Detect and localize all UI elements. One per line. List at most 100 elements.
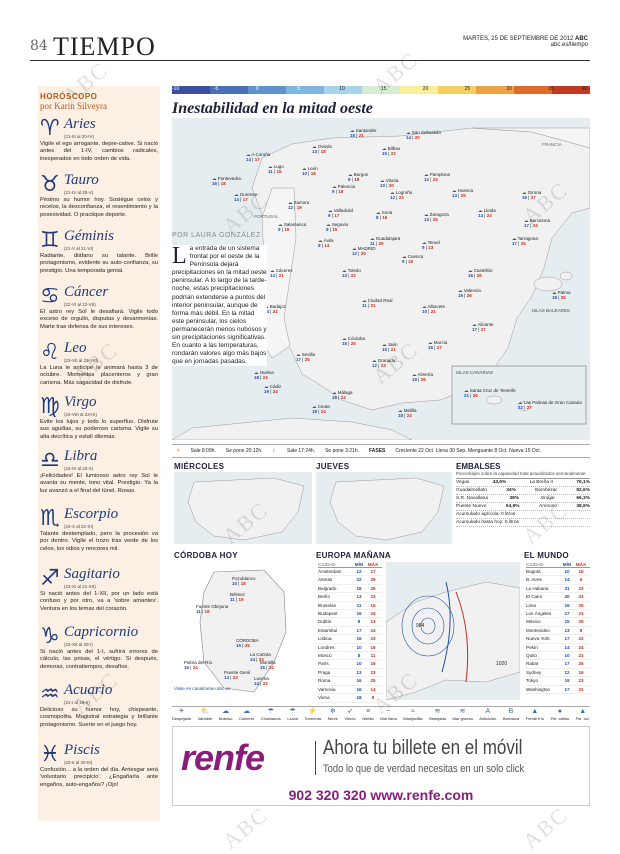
reservoir-pct: 66,3%: [576, 496, 590, 501]
weather-cloud-icon: ☁: [422, 304, 427, 309]
cordoba-town: Lucena 14 | 22: [254, 676, 269, 686]
wednesday-title: MIÉRCOLES: [174, 462, 225, 471]
row-max: 16: [578, 669, 584, 675]
site-link[interactable]: abc.es/tiempo: [550, 42, 588, 48]
city-min: 9: [332, 189, 335, 194]
zodiac-icon: ♎: [40, 448, 60, 473]
phases-label: FASES: [369, 448, 386, 454]
town-name: Bélmez: [230, 592, 246, 597]
reservoir-pct: 43,6%: [492, 480, 507, 485]
zodiac-icon: ♈: [40, 116, 60, 141]
row-min: 17: [564, 661, 570, 667]
reservoir-row: Vegas 43,6% La Breña II 76,1%: [456, 479, 590, 487]
row-max: 25: [578, 661, 584, 667]
row-city: Budapest: [318, 611, 338, 617]
city-min: 11: [268, 169, 273, 174]
legend-label: Chubascos: [260, 716, 281, 721]
table-row: Nueva York 17 22: [526, 635, 590, 644]
legend-icon: A: [485, 708, 491, 715]
city-forecast: ☁ Santa Cruz de Tenerife 21 | 26: [464, 388, 516, 398]
city-max: 21: [358, 133, 364, 138]
reservoirs-total-label: Acumulado agrícola: 0 litros: [456, 512, 516, 517]
legend-label: Mar llana: [380, 716, 397, 721]
city-min: 15: [522, 195, 528, 200]
weather-cloud-icon: ☁: [278, 222, 283, 227]
row-max: 20: [578, 602, 584, 608]
legend-item: ☁ Cubierto: [239, 708, 254, 724]
renfe-logo[interactable]: renfe: [181, 737, 265, 778]
cordoba-source[interactable]: Visite en canalmeteo.abc.es: [174, 686, 231, 691]
cordoba-town: Puente Genil 14 | 23: [224, 670, 251, 680]
horoscope-title: HORÓSCOPO: [40, 92, 98, 101]
legend-icon: ⚡: [308, 708, 318, 715]
legend-label: Anticiclón: [479, 716, 497, 721]
tenerife-land: [485, 395, 503, 405]
town-min: 11: [196, 609, 201, 614]
city-forecast: ☁ Badajoz14 | 22: [264, 304, 286, 314]
city-forecast: ☁ Ceuta 18 | 24: [312, 404, 330, 414]
table-row: Ámsterdam 12 17: [318, 568, 382, 577]
zodiac-icon: ♍: [40, 394, 60, 419]
reservoirs-total-sub-label: Acumulado hasta hoy: 0 litros: [456, 520, 519, 525]
table-row: Tokyo 19 23: [526, 677, 590, 686]
city-name: Melilla: [403, 408, 417, 413]
city-name: Palma: [557, 290, 571, 295]
city-forecast: ☁ Guadalajara 11 | 20: [370, 236, 401, 246]
city-name: Barcelona: [529, 218, 551, 223]
weather-cloud-icon: ☁: [382, 146, 387, 151]
table-row: Sydney 12 16: [526, 669, 590, 678]
city-forecast: ☁ Murcia 15 | 27: [428, 340, 448, 350]
weather-cloud-icon: ☁: [332, 390, 337, 395]
legend-icon: ≋: [459, 708, 466, 715]
city-name: Tarragona: [517, 236, 538, 241]
sign-name: Virgo: [64, 394, 97, 410]
weather-cloud-icon: ☁: [458, 288, 463, 293]
scale-swatch: [172, 86, 210, 94]
legend-label: Marejadilla: [403, 716, 423, 721]
table-row: Washington 17 21: [526, 686, 590, 695]
city-forecast: ☁ Las Palmas de Gran Canaria 22 | 27: [518, 400, 582, 410]
table-row: Estambul 17 24: [318, 627, 382, 636]
table-row: El Cairo 20 31: [526, 593, 590, 602]
sign-name: Aries: [64, 116, 96, 132]
legend-icon: ❄: [329, 708, 336, 715]
reservoirs-subtitle: Porcentajes sobre la capacidad total act…: [456, 471, 590, 479]
row-min: 31: [564, 585, 570, 591]
city-forecast: ☁ Tarragona 17 | 25: [512, 236, 538, 246]
sign-text: El astro rey Sol le desafiará. Vigile to…: [40, 309, 158, 330]
legend-label: Variable: [197, 716, 213, 721]
sign-text: Evite los lujos y todo lo superfluo. Dis…: [40, 419, 158, 440]
city-name: Oviedo: [317, 144, 333, 149]
legend-label: Nieve: [327, 716, 338, 721]
scale-label: 0: [255, 86, 259, 92]
city-max: 22: [350, 273, 356, 278]
table-row: Los Ángeles 17 21: [526, 610, 590, 619]
row-max: 9: [371, 695, 375, 701]
city-forecast: ☁ Burgos 9 | 18: [348, 172, 369, 182]
weather-cloud-icon: ☁: [296, 352, 301, 357]
weather-cloud-icon: ☁: [390, 190, 395, 195]
city-max: 27: [436, 345, 442, 350]
ad-phone[interactable]: 902 320 320 www.renfe.com: [288, 787, 474, 803]
legend-item: ➶ Viento: [344, 708, 355, 724]
legend-label: Despejado: [172, 716, 192, 721]
row-city: El Cairo: [526, 594, 543, 600]
row-max: 8: [579, 627, 583, 633]
city-name: Almería: [417, 372, 434, 377]
city-name: Córdoba: [347, 336, 366, 341]
row-min: 10: [356, 644, 362, 650]
row-min: 17: [356, 627, 362, 633]
city-min: 19: [264, 389, 270, 394]
renfe-advertisement[interactable]: renfe Ahora tu billete en el móvil Todo …: [172, 726, 590, 806]
cordoba-map: Pozoblanco 10 | 18 Bélmez 11 | 19 Fuente Obe…: [174, 562, 312, 702]
legend-item: ⛅ Variable: [198, 708, 212, 724]
table-row: Quito 10 21: [526, 652, 590, 661]
city-forecast: ☁ Lugo 11 | 15: [268, 164, 284, 174]
town-name: CÓRDOBA: [236, 638, 259, 643]
horoscope-column: HORÓSCOPO por Karin Silveyra ♈ Aries (21…: [38, 86, 160, 821]
city-name: León: [307, 166, 318, 171]
weather-cloud-icon: ☁: [342, 268, 347, 273]
city-forecast: ☁ Toledo 13 | 22: [342, 268, 361, 278]
legend-item: ▲ Frente frío: [526, 708, 544, 724]
city-forecast: ☁ Logroño 12 | 23: [390, 190, 413, 200]
